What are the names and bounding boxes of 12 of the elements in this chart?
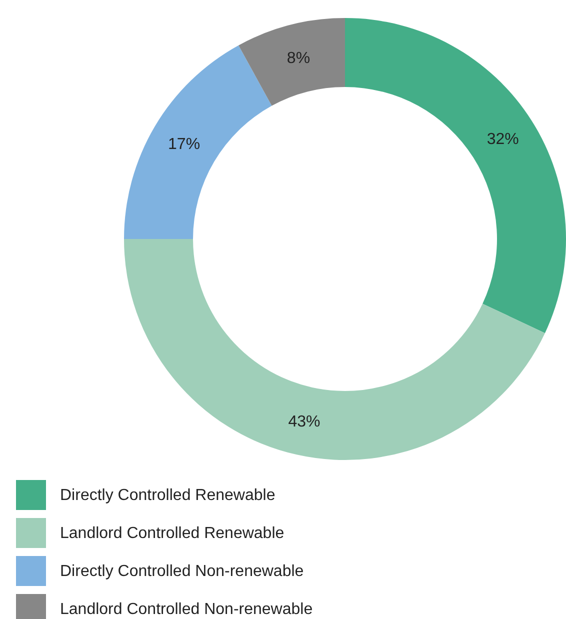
legend-label: Directly Controlled Non-renewable: [60, 563, 304, 580]
legend-label: Landlord Controlled Non-renewable: [60, 601, 313, 618]
donut-slice: [238, 18, 345, 106]
data-label: 17%: [168, 136, 200, 153]
donut-slice: [124, 239, 545, 460]
donut-slice: [124, 45, 272, 239]
legend-label: Directly Controlled Renewable: [60, 487, 276, 504]
data-label: 8%: [286, 50, 310, 67]
legend-label: Landlord Controlled Renewable: [60, 525, 284, 542]
donut-slice: [345, 18, 566, 334]
data-label: 32%: [486, 130, 519, 148]
data-label: 43%: [288, 413, 320, 430]
